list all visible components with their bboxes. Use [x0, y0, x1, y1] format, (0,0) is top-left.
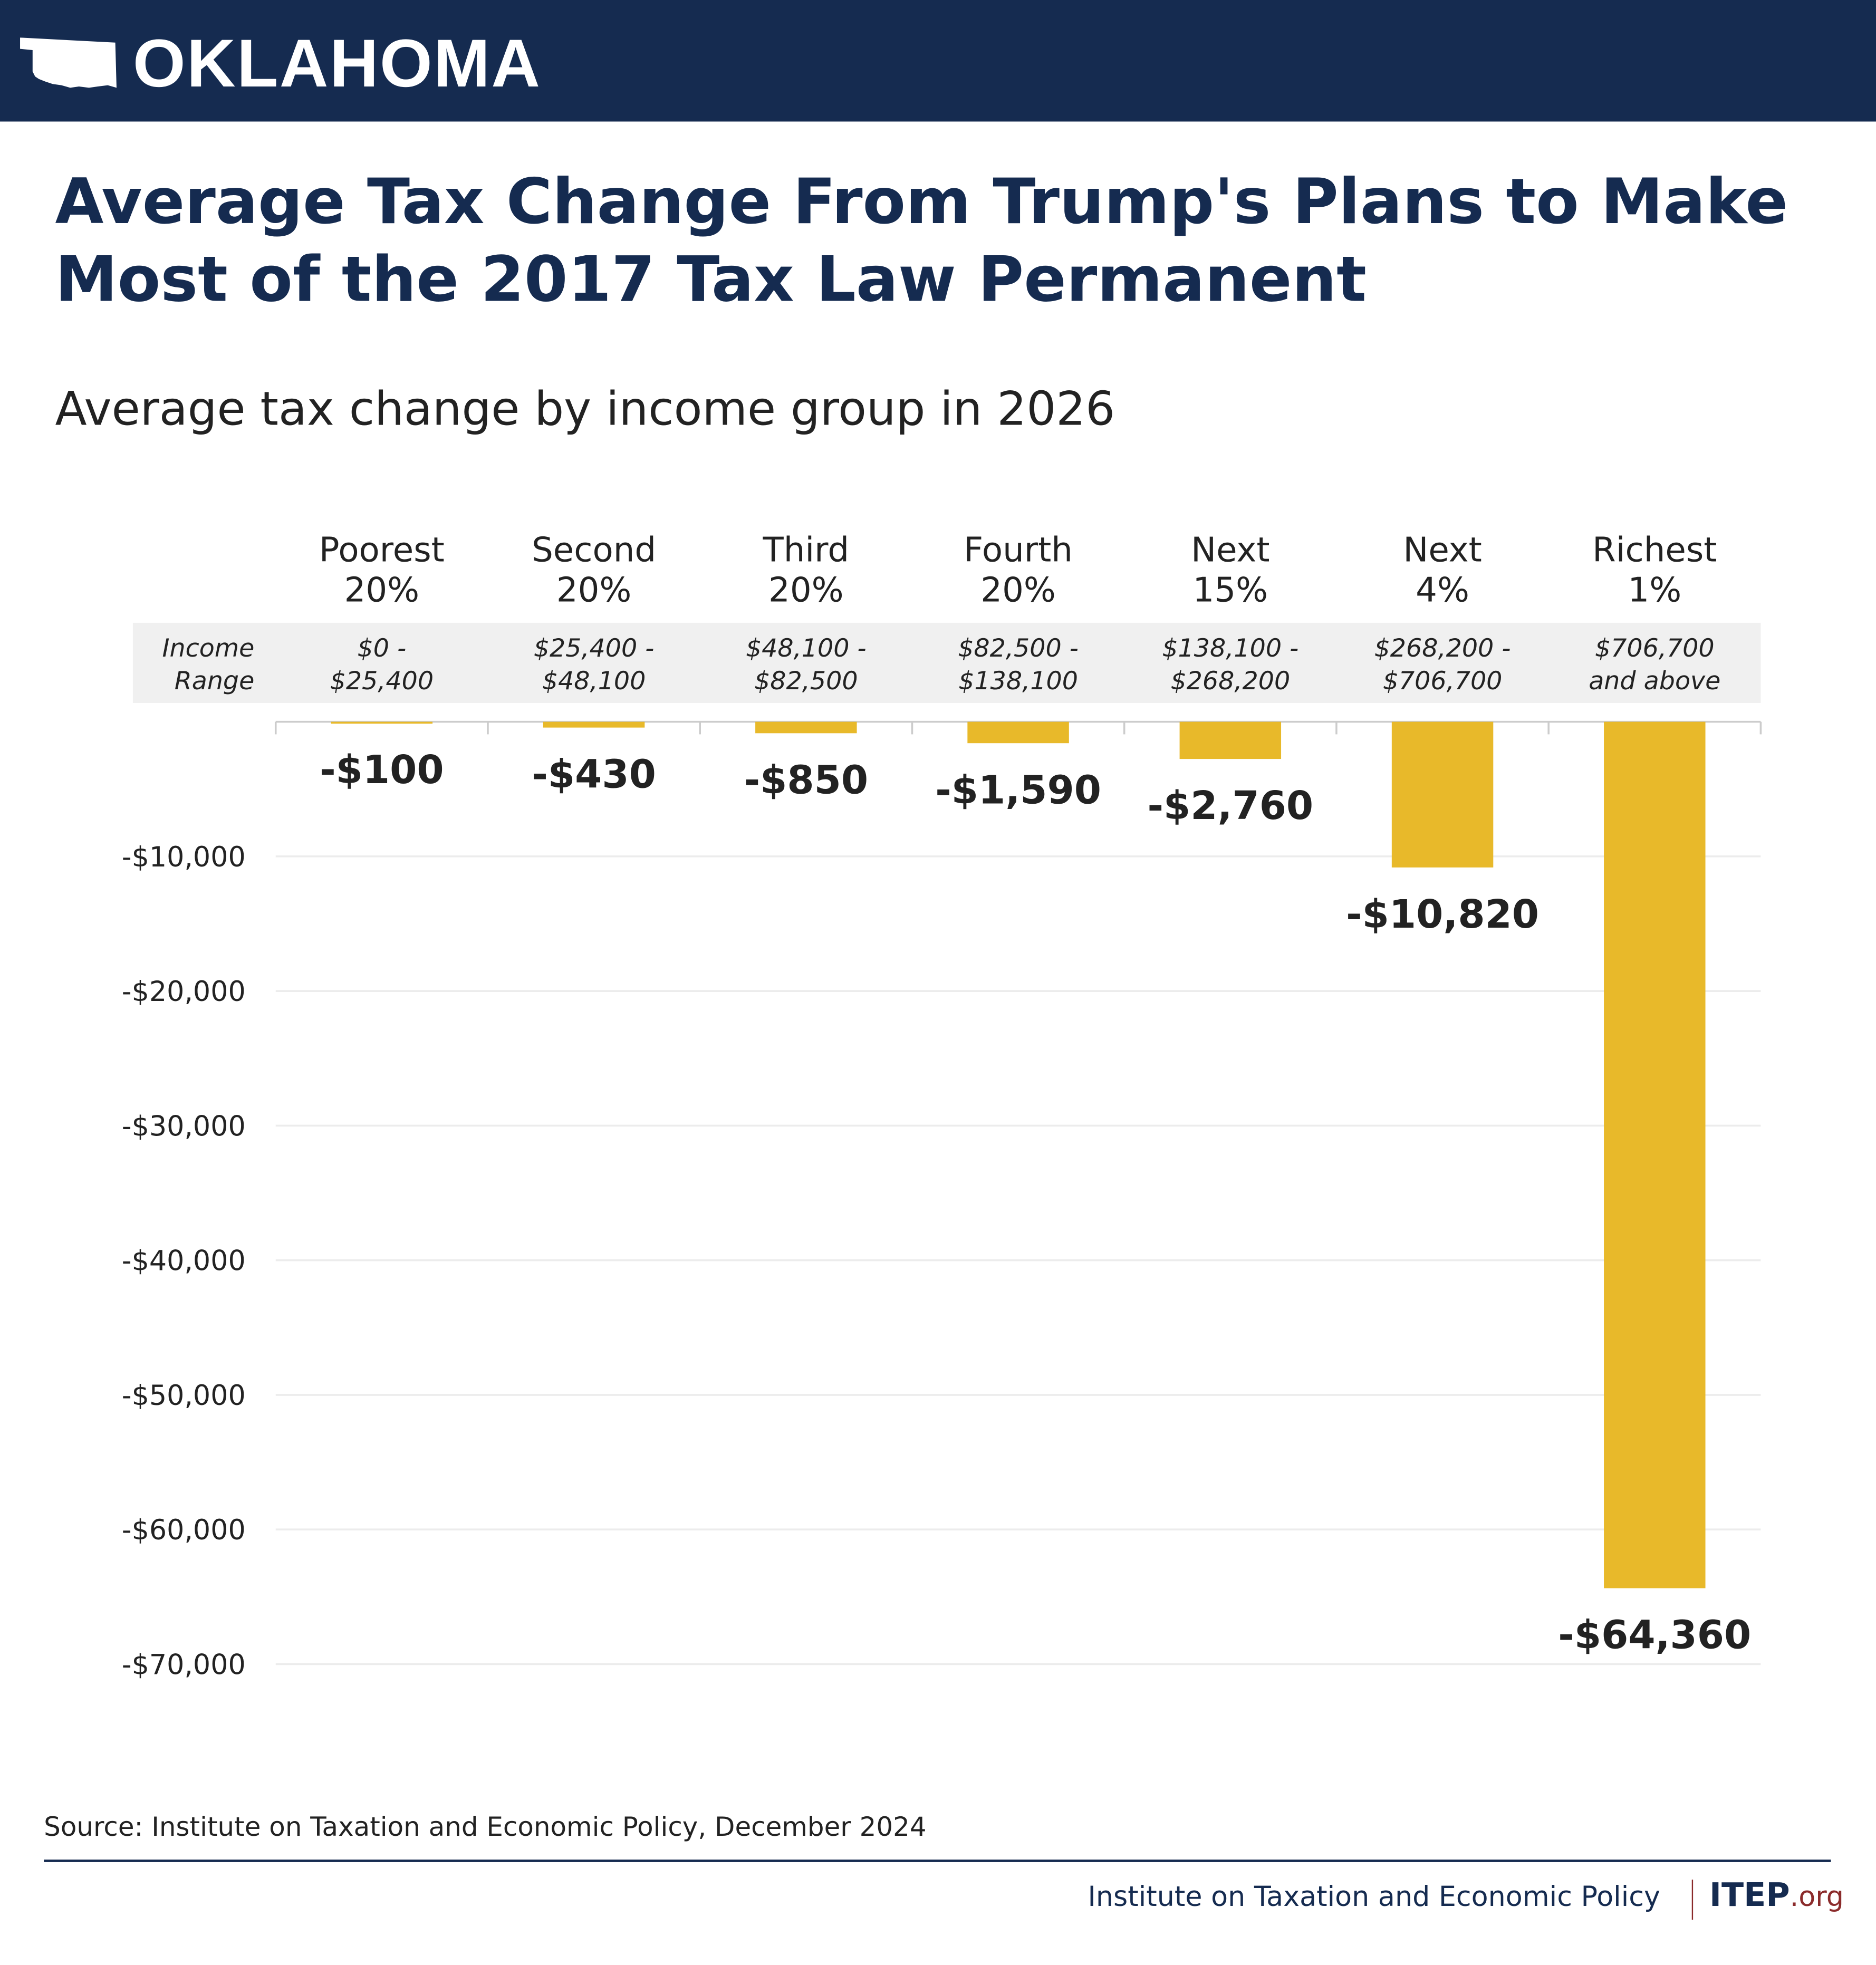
- bar: [1604, 721, 1706, 1588]
- bar: [543, 721, 645, 728]
- income-range-value: $25,400 -: [534, 634, 655, 663]
- chart-subtitle: Average tax change by income group in 20…: [55, 382, 1115, 436]
- data-label: -$1,590: [935, 768, 1101, 813]
- income-range-value: $82,500 -: [958, 634, 1079, 663]
- chart-title: Average Tax Change From Trump's Plans to…: [55, 165, 1788, 316]
- category-label: 20%: [980, 571, 1056, 610]
- category-label: Next: [1191, 530, 1269, 570]
- data-label: -$64,360: [1558, 1613, 1751, 1658]
- bar: [1179, 721, 1282, 759]
- income-range-label: Income: [162, 634, 255, 663]
- bar-chart: -$10,000 -$20,000 -$30,000 -$40,000 -$50,000…: [122, 530, 1762, 1681]
- bar: [331, 721, 433, 724]
- category-label: Second: [532, 530, 656, 570]
- data-label: -$430: [532, 753, 656, 797]
- y-tick-label: -$30,000: [122, 1110, 246, 1142]
- category-label: 20%: [344, 571, 420, 610]
- income-range-value: $706,700: [1383, 667, 1503, 696]
- income-range-value: $268,200: [1170, 667, 1290, 696]
- source-note: Source: Institute on Taxation and Econom…: [44, 1812, 927, 1842]
- income-range-band: [132, 622, 1761, 703]
- income-range-label: Range: [175, 667, 255, 696]
- logo-main: ITEP: [1709, 1877, 1790, 1915]
- category-label: 4%: [1416, 571, 1469, 610]
- footer-org-name: Institute on Taxation and Economic Polic…: [1088, 1882, 1660, 1914]
- category-label: Fourth: [964, 530, 1073, 570]
- bar: [967, 721, 1069, 744]
- y-tick-label: -$70,000: [122, 1649, 246, 1681]
- itep-logo[interactable]: ITEP.org: [1709, 1877, 1844, 1914]
- bar: [755, 721, 857, 734]
- y-tick-label: -$20,000: [122, 976, 246, 1008]
- y-tick-label: -$40,000: [122, 1245, 246, 1277]
- income-range-value: $48,100 -: [746, 634, 867, 663]
- data-label: -$10,820: [1346, 892, 1539, 937]
- oklahoma-state-shape-icon: [20, 37, 117, 88]
- y-tick-label: -$60,000: [122, 1514, 246, 1546]
- category-label: Poorest: [319, 530, 445, 570]
- category-label: 1%: [1628, 571, 1681, 610]
- data-label: -$850: [744, 758, 869, 803]
- category-label: Richest: [1592, 530, 1717, 570]
- footer-separator: [1691, 1880, 1694, 1920]
- income-range-value: $138,100 -: [1162, 634, 1298, 663]
- income-range-value: $25,400: [330, 667, 434, 696]
- logo-suffix: .org: [1790, 1882, 1844, 1914]
- income-range-value: $268,200 -: [1374, 634, 1511, 663]
- income-range-value: $706,700: [1595, 634, 1715, 663]
- category-label: 20%: [556, 571, 632, 610]
- state-name: OKLAHOMA: [132, 26, 542, 102]
- income-range-value: $48,100: [542, 667, 646, 696]
- y-tick-label: -$50,000: [122, 1380, 246, 1412]
- data-label: -$100: [320, 748, 444, 793]
- header-bar: OKLAHOMA: [0, 0, 1876, 122]
- category-label: 20%: [768, 571, 844, 610]
- bar: [1391, 721, 1494, 868]
- category-label: Next: [1403, 530, 1481, 570]
- data-label: -$2,760: [1147, 784, 1313, 829]
- income-range-value: $138,100: [958, 667, 1078, 696]
- income-range-value: $82,500: [754, 667, 858, 696]
- footer-divider: [44, 1860, 1831, 1862]
- category-label: Third: [763, 530, 850, 570]
- y-tick-label: -$10,000: [122, 841, 246, 873]
- income-range-value: $0 -: [358, 634, 407, 663]
- category-label: 15%: [1193, 571, 1268, 610]
- income-range-value: and above: [1589, 667, 1720, 696]
